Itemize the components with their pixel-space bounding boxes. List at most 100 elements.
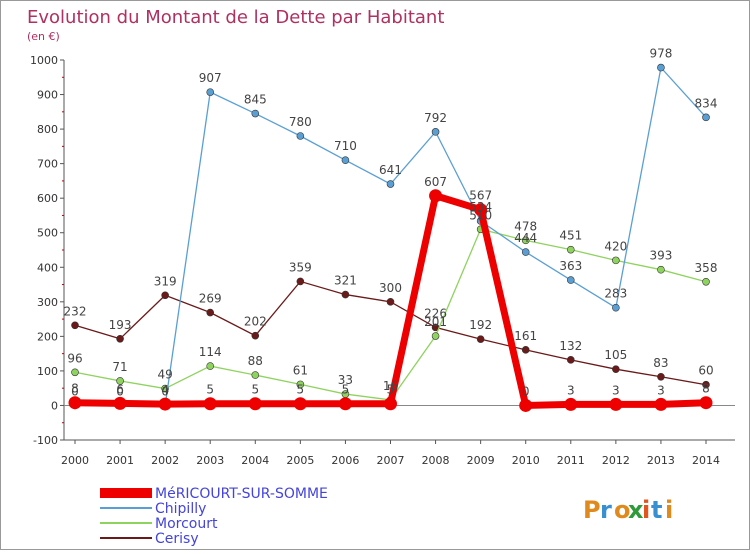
axes: -100010020030040050060070080090010002000… xyxy=(30,54,735,467)
legend-label: Chipilly xyxy=(155,501,206,517)
data-label: 607 xyxy=(424,175,447,189)
data-label: 16 xyxy=(383,379,398,393)
data-labels: 2321933192692023593213002261921611321058… xyxy=(64,47,718,399)
legend: MéRICOURT-SUR-SOMMEChipillyMorcourtCeris… xyxy=(100,486,328,547)
data-label: 4 xyxy=(161,383,169,397)
data-point xyxy=(116,377,124,385)
data-label: 5 xyxy=(342,383,350,397)
data-label: 269 xyxy=(199,292,222,306)
data-point xyxy=(612,365,620,373)
data-label: 8 xyxy=(702,382,710,396)
data-point xyxy=(338,397,352,411)
logo-letter: P xyxy=(583,496,601,524)
data-label: 232 xyxy=(64,304,87,318)
data-label: 451 xyxy=(559,229,582,243)
data-point xyxy=(71,368,79,377)
legend-label: MéRICOURT-SUR-SOMME xyxy=(155,486,328,502)
data-label: 321 xyxy=(334,274,357,288)
data-label: 567 xyxy=(469,189,492,203)
data-label: 845 xyxy=(244,93,267,107)
data-label: 834 xyxy=(695,96,718,110)
legend-swatch xyxy=(100,522,152,524)
data-point xyxy=(521,346,530,354)
data-label: 114 xyxy=(199,345,222,359)
data-label: 132 xyxy=(559,339,582,353)
data-point xyxy=(657,265,665,274)
y-tick-label: 700 xyxy=(37,158,58,171)
x-tick-label: 2013 xyxy=(647,454,675,467)
data-label: 6 xyxy=(116,382,124,396)
data-label: 8 xyxy=(71,382,79,396)
data-point xyxy=(386,298,395,306)
data-label: 0 xyxy=(522,384,530,398)
data-point xyxy=(657,63,665,72)
data-point xyxy=(566,245,575,254)
data-point xyxy=(206,308,215,317)
y-tick-label: 600 xyxy=(37,192,58,205)
data-label: 5 xyxy=(251,383,259,397)
data-label: 192 xyxy=(469,318,492,332)
data-label: 358 xyxy=(695,261,718,275)
logo-letter: t xyxy=(651,496,662,524)
data-label: 978 xyxy=(649,47,672,61)
x-tick-label: 2004 xyxy=(241,454,269,467)
legend-swatch xyxy=(100,537,152,539)
data-label: 96 xyxy=(67,351,82,365)
data-label: 0 xyxy=(71,384,79,398)
data-label: 201 xyxy=(424,315,447,329)
data-point xyxy=(566,356,575,364)
y-tick-label: 100 xyxy=(37,365,58,378)
data-point xyxy=(206,362,215,370)
data-label: 33 xyxy=(338,373,353,387)
x-tick-label: 2014 xyxy=(692,454,720,467)
data-label: 710 xyxy=(334,139,357,153)
data-label: 71 xyxy=(112,360,127,374)
data-point xyxy=(71,321,79,330)
logo-letter: r xyxy=(600,496,612,524)
data-point xyxy=(206,88,215,96)
data-point xyxy=(203,397,217,411)
x-tick-label: 2010 xyxy=(512,454,540,467)
data-label: 3 xyxy=(567,383,575,397)
data-label: 49 xyxy=(158,368,173,382)
data-label: 61 xyxy=(293,363,308,377)
data-label: 792 xyxy=(424,111,447,125)
data-label: 300 xyxy=(379,281,402,295)
data-label: 393 xyxy=(649,249,672,263)
data-point xyxy=(702,113,710,122)
data-label: 907 xyxy=(199,71,222,85)
y-tick-label: 0 xyxy=(51,399,58,412)
data-point xyxy=(476,335,485,343)
data-label: 5 xyxy=(387,383,395,397)
data-label: 0 xyxy=(161,384,169,398)
data-label: 363 xyxy=(559,259,582,273)
data-point xyxy=(341,290,350,299)
series-1 xyxy=(71,225,710,404)
data-point xyxy=(293,397,307,411)
legend-swatch xyxy=(100,488,152,498)
chart-title: Evolution du Montant de la Dette par Hab… xyxy=(27,7,444,28)
y-tick-label: 500 xyxy=(37,227,58,240)
data-point xyxy=(612,303,620,312)
data-label: 319 xyxy=(154,274,177,288)
x-tick-label: 2011 xyxy=(557,454,585,467)
data-point xyxy=(161,291,169,300)
logo-letter: i xyxy=(642,496,650,524)
data-label: 478 xyxy=(514,219,537,233)
y-tick-label: 400 xyxy=(37,261,58,274)
data-point xyxy=(654,397,668,411)
data-point xyxy=(474,203,488,217)
x-tick-label: 2007 xyxy=(377,454,405,467)
data-label: 641 xyxy=(379,163,402,177)
data-point xyxy=(251,371,260,379)
data-label: 420 xyxy=(604,239,627,253)
data-point xyxy=(702,277,710,286)
data-label: 5 xyxy=(297,383,305,397)
data-point xyxy=(251,109,260,118)
logo-letter: i xyxy=(665,496,673,524)
x-tick-label: 2012 xyxy=(602,454,630,467)
data-label: 5 xyxy=(206,383,214,397)
data-point xyxy=(386,180,395,188)
